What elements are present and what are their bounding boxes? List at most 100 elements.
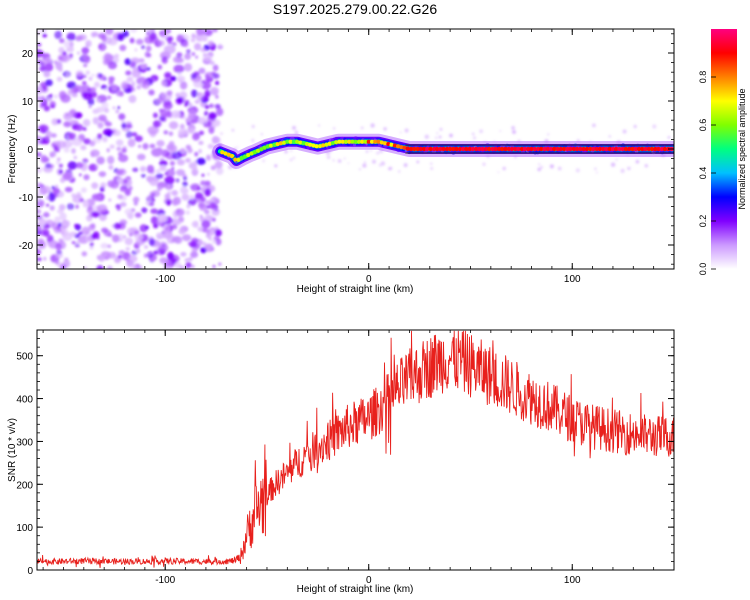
colorbar-gradient	[711, 29, 737, 269]
noise-blob	[76, 34, 84, 41]
faint-speck	[289, 158, 293, 162]
ridge-core-dot	[490, 146, 495, 152]
noise-blob	[165, 36, 174, 42]
noise-blob	[91, 211, 99, 218]
noise-blob	[205, 228, 211, 234]
ridge-core-dot	[500, 146, 505, 152]
ridge-core-dot	[653, 146, 658, 152]
faint-speck	[635, 160, 640, 164]
noise-blob	[160, 30, 169, 40]
noise-blob	[134, 233, 143, 242]
ridge-core-dot	[630, 146, 635, 152]
ridge-core-dot	[324, 142, 329, 147]
faint-speck	[292, 156, 296, 160]
faint-speck	[378, 163, 382, 167]
noise-blob	[176, 97, 184, 104]
noise-blob	[215, 107, 224, 117]
noise-blob	[89, 242, 94, 247]
ridge-core-dot	[568, 146, 573, 152]
ridge-core-dot	[601, 146, 606, 152]
noise-blob	[80, 145, 87, 151]
noise-blob	[191, 264, 195, 269]
noise-blob	[183, 63, 193, 72]
noise-blob	[198, 116, 208, 124]
ridge-core-dot	[399, 145, 404, 150]
noise-blob	[212, 29, 218, 33]
noise-blob	[184, 53, 192, 60]
noise-blob	[164, 176, 175, 185]
noise-blob	[198, 67, 206, 74]
noise-blob	[131, 81, 136, 87]
faint-speck	[337, 159, 342, 163]
ridge-core-dot	[584, 146, 590, 152]
noise-blob	[204, 188, 211, 197]
noise-blob	[42, 223, 51, 230]
noise-blob	[178, 162, 183, 166]
ridge-core-dot	[285, 139, 290, 144]
ridge-core-dot	[633, 146, 638, 152]
ridge-core-dot	[301, 141, 306, 146]
noise-blob	[112, 106, 116, 110]
noise-blob	[94, 81, 100, 88]
noise-blob	[53, 147, 61, 153]
faint-speck	[404, 128, 409, 133]
noise-blob	[137, 153, 146, 161]
noise-blob	[117, 194, 123, 200]
noise-blob	[156, 140, 165, 147]
faint-speck	[365, 150, 369, 153]
noise-blob	[89, 246, 94, 250]
ridge-speck	[242, 159, 245, 162]
noise-blob	[204, 243, 213, 252]
noise-blob	[130, 264, 138, 269]
noise-blob	[187, 147, 193, 154]
ridge-core-dot	[623, 146, 629, 152]
faint-speck	[615, 158, 618, 161]
noise-blob	[150, 216, 158, 225]
ridge-core-dot	[496, 146, 502, 152]
ridge-core-dot	[604, 146, 609, 152]
ridge-core-dot	[649, 146, 655, 152]
noise-blob	[215, 80, 220, 86]
noise-blob	[37, 197, 41, 201]
noise-blob	[181, 193, 190, 201]
noise-blob	[183, 40, 189, 48]
noise-blob	[92, 117, 99, 125]
snr-xlabel: Height of straight line (km)	[297, 584, 414, 595]
noise-blob	[63, 147, 70, 153]
ridge-core-dot	[373, 139, 378, 144]
ridge-core-dot	[282, 140, 287, 145]
noise-blob	[172, 198, 178, 206]
snr-line	[37, 330, 674, 568]
noise-blob	[125, 130, 133, 139]
faint-speck	[594, 167, 597, 170]
noise-blob	[74, 243, 80, 248]
ridge-core-dot	[614, 146, 619, 152]
noise-blob	[143, 253, 148, 258]
noise-blob	[131, 250, 138, 255]
noise-blob	[190, 251, 199, 258]
faint-speck	[290, 149, 293, 152]
noise-blob	[95, 165, 99, 169]
ridge-speck	[266, 148, 269, 151]
snr-ytick-label: 200	[16, 480, 33, 491]
noise-blob	[168, 121, 179, 130]
noise-blob	[45, 162, 52, 169]
noise-blob	[162, 230, 173, 239]
noise-blob	[208, 103, 214, 108]
noise-blob	[37, 248, 42, 256]
noise-blob	[201, 173, 205, 177]
noise-blob	[132, 198, 138, 203]
noise-blob	[140, 82, 143, 87]
ridge-core-dot	[643, 146, 648, 152]
noise-blob	[201, 220, 211, 229]
noise-blob	[157, 186, 162, 192]
noise-blob	[85, 70, 90, 75]
noise-blob	[118, 113, 126, 121]
noise-blob	[173, 64, 185, 74]
ridge-core-dot	[617, 146, 622, 152]
ridge-core-dot	[402, 145, 407, 150]
noise-blob	[176, 208, 181, 213]
noise-blob	[115, 109, 120, 114]
noise-blob	[212, 73, 220, 79]
noise-blob	[63, 112, 72, 121]
